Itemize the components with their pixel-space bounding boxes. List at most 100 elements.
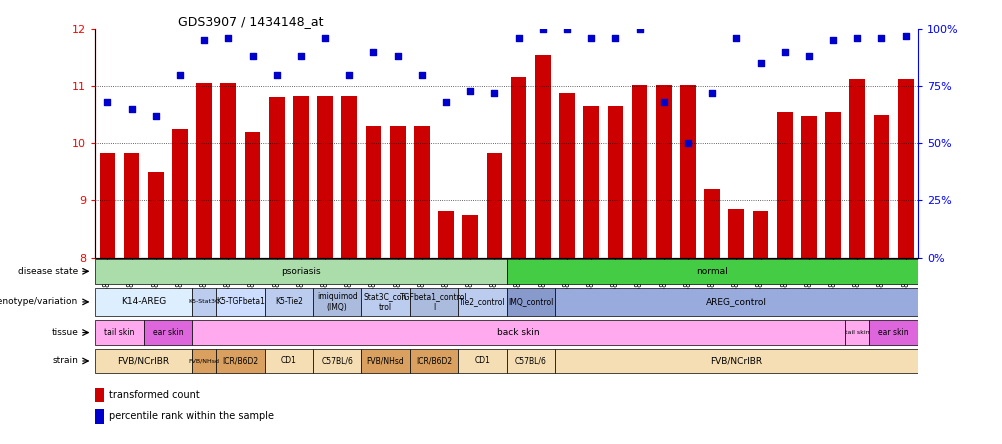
Bar <box>220 83 235 258</box>
Text: FVB/NCrIBR: FVB/NCrIBR <box>709 357 762 365</box>
Bar <box>845 320 869 345</box>
Text: percentile rank within the sample: percentile rank within the sample <box>109 411 275 421</box>
Bar <box>510 77 526 258</box>
Text: K5-TGFbeta1: K5-TGFbeta1 <box>215 297 265 306</box>
Text: Tie2_control: Tie2_control <box>459 297 505 306</box>
Bar <box>313 288 361 316</box>
Point <box>244 53 261 60</box>
Point <box>655 99 671 106</box>
Bar <box>366 126 381 258</box>
Point <box>365 48 381 56</box>
Bar <box>410 349 458 373</box>
Bar <box>147 172 163 258</box>
Text: AREG_control: AREG_control <box>705 297 767 306</box>
Bar <box>244 132 261 258</box>
Bar <box>95 409 104 424</box>
Point <box>849 35 865 42</box>
Text: tail skin: tail skin <box>104 328 134 337</box>
Bar <box>458 349 506 373</box>
Bar <box>95 388 104 402</box>
Bar <box>703 189 719 258</box>
Point <box>582 35 598 42</box>
Bar <box>506 259 917 284</box>
Bar <box>506 288 554 316</box>
Point <box>631 25 647 32</box>
Point <box>462 87 478 94</box>
Bar <box>123 154 139 258</box>
Text: GDS3907 / 1434148_at: GDS3907 / 1434148_at <box>177 15 323 28</box>
Text: ICR/B6D2: ICR/B6D2 <box>416 357 452 365</box>
Bar <box>655 85 671 258</box>
Text: CD1: CD1 <box>474 357 490 365</box>
Point <box>317 35 333 42</box>
Point <box>534 25 550 32</box>
Text: ear skin: ear skin <box>878 328 908 337</box>
Point <box>679 139 695 147</box>
Text: psoriasis: psoriasis <box>281 267 321 276</box>
Bar <box>534 55 550 258</box>
Text: strain: strain <box>52 357 78 365</box>
Point <box>438 99 454 106</box>
Bar <box>869 320 917 345</box>
Point <box>196 37 212 44</box>
Bar <box>873 115 889 258</box>
Bar <box>95 320 143 345</box>
Bar <box>361 349 410 373</box>
Bar <box>95 259 506 284</box>
Bar <box>196 83 211 258</box>
Bar <box>554 288 917 316</box>
Text: TGFbeta1_control
l: TGFbeta1_control l <box>400 292 467 312</box>
Point <box>389 53 405 60</box>
Text: Stat3C_con
trol: Stat3C_con trol <box>364 292 407 312</box>
Text: C57BL/6: C57BL/6 <box>321 357 353 365</box>
Bar <box>410 288 458 316</box>
Point <box>703 89 719 96</box>
Text: K5-Stat3C: K5-Stat3C <box>188 299 219 305</box>
Text: FVB/NHsd: FVB/NHsd <box>367 357 404 365</box>
Bar <box>462 214 478 258</box>
Text: tissue: tissue <box>51 328 78 337</box>
Bar <box>172 129 187 258</box>
Bar <box>825 112 840 258</box>
Point <box>873 35 889 42</box>
Point <box>269 71 285 78</box>
Point <box>486 89 502 96</box>
Bar <box>191 349 216 373</box>
Text: tail skin: tail skin <box>844 330 869 335</box>
Bar <box>506 349 554 373</box>
Text: C57BL/6: C57BL/6 <box>514 357 546 365</box>
Bar <box>216 288 265 316</box>
Text: ear skin: ear skin <box>152 328 183 337</box>
Bar <box>95 288 191 316</box>
Point <box>727 35 743 42</box>
Point <box>171 71 187 78</box>
Point <box>220 35 236 42</box>
Text: FVB/NHsd: FVB/NHsd <box>188 358 219 364</box>
Point <box>510 35 526 42</box>
Bar <box>583 106 598 258</box>
Point <box>147 112 163 119</box>
Point <box>897 32 913 39</box>
Bar <box>801 116 816 258</box>
Bar <box>99 154 115 258</box>
Bar <box>95 349 191 373</box>
Text: genotype/variation: genotype/variation <box>0 297 78 306</box>
Point <box>341 71 357 78</box>
Bar <box>265 288 313 316</box>
Point <box>800 53 816 60</box>
Bar <box>341 96 357 258</box>
Point <box>607 35 623 42</box>
Bar <box>777 112 792 258</box>
Point <box>825 37 841 44</box>
Bar <box>458 288 506 316</box>
Text: CD1: CD1 <box>281 357 297 365</box>
Bar <box>269 97 285 258</box>
Bar <box>752 210 768 258</box>
Text: K5-Tie2: K5-Tie2 <box>275 297 303 306</box>
Text: ICR/B6D2: ICR/B6D2 <box>222 357 259 365</box>
Point <box>776 48 792 56</box>
Point <box>752 59 768 67</box>
Point <box>99 99 115 106</box>
Text: back skin: back skin <box>497 328 539 337</box>
Point <box>414 71 430 78</box>
